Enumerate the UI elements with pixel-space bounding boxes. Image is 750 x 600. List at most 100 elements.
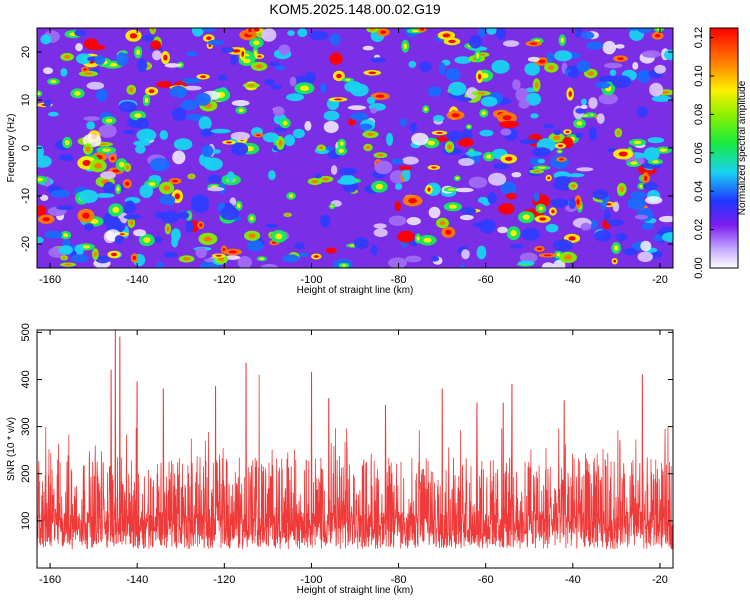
heatmap-blob-core bbox=[330, 205, 334, 208]
heatmap-blob-core bbox=[396, 203, 400, 209]
heatmap-blob bbox=[603, 62, 623, 69]
heatmap-blob bbox=[287, 30, 295, 36]
heatmap-blob-core bbox=[344, 78, 351, 81]
y-tick-label: 20 bbox=[20, 46, 32, 58]
heatmap-blob-core bbox=[247, 84, 256, 87]
heatmap-blob bbox=[406, 217, 421, 226]
heatmap-blob-core bbox=[402, 233, 410, 240]
heatmap-blob bbox=[246, 240, 264, 252]
x-tick-label: -100 bbox=[300, 274, 322, 286]
heatmap-blob bbox=[479, 129, 494, 137]
heatmap-blob bbox=[37, 155, 52, 168]
heatmap-blob bbox=[50, 189, 71, 198]
colorbar-tick-label: 0.02 bbox=[693, 219, 705, 240]
heatmap-blob-core bbox=[300, 85, 309, 91]
heatmap-blob-core bbox=[241, 51, 245, 57]
heatmap-blob bbox=[191, 199, 209, 213]
heatmap-blob bbox=[181, 77, 201, 84]
heatmap-blob bbox=[532, 147, 551, 157]
heatmap-blob bbox=[286, 93, 304, 102]
heatmap-blob-core bbox=[659, 148, 668, 152]
heatmap-blob bbox=[118, 101, 137, 113]
x-tick-label: -40 bbox=[565, 274, 581, 286]
heatmap-blob-core bbox=[442, 33, 451, 38]
heatmap-blob bbox=[135, 144, 146, 154]
heatmap-blob-core bbox=[255, 64, 263, 69]
heatmap-blob-core bbox=[94, 162, 102, 169]
heatmap-blob bbox=[553, 129, 561, 136]
heatmap-blob-core bbox=[218, 256, 225, 262]
heatmap-blob bbox=[94, 55, 106, 65]
heatmap-blob bbox=[658, 215, 673, 223]
heatmap-blob bbox=[353, 237, 369, 250]
heatmap-blob-core bbox=[530, 42, 537, 45]
heatmap-blob-core bbox=[534, 82, 539, 89]
heatmap-blob-core bbox=[568, 91, 572, 97]
heatmap-blob bbox=[359, 123, 373, 130]
snr-x-axis-label: Height of straight line (km) bbox=[297, 585, 414, 596]
heatmap-blob bbox=[647, 137, 665, 144]
heatmap-blob-core bbox=[639, 184, 643, 188]
heatmap-blob bbox=[457, 97, 472, 102]
heatmap-blob bbox=[576, 167, 594, 172]
y-tick-label: 300 bbox=[20, 417, 32, 435]
heatmap-blob bbox=[260, 263, 279, 268]
heatmap-blob bbox=[493, 163, 510, 170]
heatmap-blob bbox=[537, 158, 546, 164]
heatmap-blob-core bbox=[101, 148, 111, 152]
heatmap-blob-core bbox=[338, 148, 344, 153]
heatmap-blob bbox=[370, 57, 386, 63]
heatmap-blob-core bbox=[203, 236, 213, 242]
heatmap-blob-core bbox=[537, 166, 546, 169]
heatmap-blob-core bbox=[243, 58, 251, 64]
heatmap-blob-core bbox=[166, 226, 170, 232]
heatmap-blob bbox=[122, 130, 136, 135]
snr-x-ticks: -160 -140 -120 -100 -80 -60 -40 -20 bbox=[39, 330, 668, 586]
heatmap-blob bbox=[568, 198, 577, 209]
heatmap-blob-core bbox=[522, 214, 530, 220]
heatmap-blob bbox=[606, 148, 617, 152]
colorbar-ticks: 0.00 0.02 0.04 0.06 0.08 0.10 0.12 bbox=[693, 27, 714, 279]
heatmap-blob-core bbox=[38, 208, 44, 214]
heatmap-blob bbox=[519, 138, 539, 144]
heatmap-blob bbox=[171, 234, 179, 248]
heatmap-blob bbox=[460, 207, 477, 215]
heatmap-blob-core bbox=[172, 179, 178, 183]
heatmap-blob bbox=[438, 62, 446, 76]
heatmap-blob bbox=[152, 50, 162, 61]
colorbar-tick-label: 0.08 bbox=[693, 104, 705, 125]
heatmap-blob bbox=[100, 171, 116, 180]
y-tick-label: -10 bbox=[20, 188, 32, 204]
heatmap-blob bbox=[323, 110, 340, 121]
x-tick-label: -100 bbox=[300, 574, 322, 586]
heatmap-blob bbox=[592, 189, 609, 200]
heatmap-blob-core bbox=[451, 113, 460, 118]
heatmap-blob bbox=[458, 158, 475, 166]
heatmap-blob bbox=[518, 99, 530, 109]
heatmap-blob-core bbox=[408, 198, 417, 204]
heatmap-blob bbox=[555, 176, 572, 182]
heatmap-blob-core bbox=[148, 182, 156, 187]
heatmap-blob bbox=[487, 191, 497, 205]
heatmap-blob bbox=[636, 106, 649, 118]
heatmap-blob bbox=[171, 107, 187, 122]
heatmap-blob bbox=[292, 128, 305, 139]
heatmap-blob bbox=[314, 173, 322, 179]
heatmap-blob-core bbox=[547, 176, 551, 180]
heatmap-blob bbox=[370, 107, 378, 114]
heatmap-blob bbox=[124, 200, 136, 214]
heatmap-blob-core bbox=[93, 251, 97, 257]
heatmap-blob bbox=[541, 262, 555, 268]
heatmap-blob bbox=[472, 221, 489, 228]
heatmap-blob bbox=[568, 173, 585, 178]
heatmap-blob-core bbox=[112, 169, 120, 173]
heatmap-blob-core bbox=[539, 217, 547, 221]
x-tick-label: -60 bbox=[478, 274, 494, 286]
heatmap-blob bbox=[480, 96, 498, 107]
heatmap-blob-core bbox=[380, 30, 387, 34]
heatmap-blob-core bbox=[189, 175, 194, 178]
heatmap-blob-core bbox=[504, 122, 514, 127]
heatmap-blob-core bbox=[619, 186, 624, 192]
heatmap-blob bbox=[445, 68, 461, 81]
heatmap-blob-core bbox=[576, 198, 580, 206]
